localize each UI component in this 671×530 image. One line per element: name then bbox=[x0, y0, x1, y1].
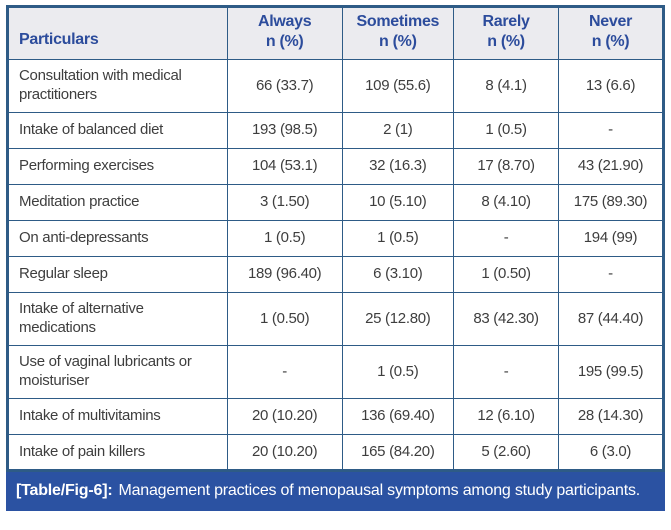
cell-rarely: 5 (2.60) bbox=[453, 434, 560, 471]
row-label: On anti-depressants bbox=[7, 220, 228, 257]
cell-never: 175 (89.30) bbox=[558, 184, 664, 221]
row-label: Use of vaginal lubricants or moisturiser bbox=[7, 345, 228, 399]
caption-text: Management practices of menopausal sympt… bbox=[118, 482, 641, 499]
row-label: Intake of multivitamins bbox=[7, 398, 228, 435]
management-practices-table: Particulars Always n (%) Sometimes n (%)… bbox=[6, 5, 665, 472]
cell-sometimes: 1 (0.5) bbox=[341, 345, 455, 399]
cell-never: 87 (44.40) bbox=[558, 292, 664, 346]
cell-always: 20 (10.20) bbox=[226, 398, 343, 435]
column-header-sometimes: Sometimes n (%) bbox=[341, 6, 455, 60]
column-header-label: Sometimes bbox=[356, 13, 440, 30]
cell-sometimes: 165 (84.20) bbox=[341, 434, 455, 471]
cell-always: 104 (53.1) bbox=[226, 148, 343, 185]
cell-never: 194 (99) bbox=[558, 220, 664, 257]
cell-rarely: 83 (42.30) bbox=[453, 292, 560, 346]
figure-caption: [Table/Fig-6]: Management practices of me… bbox=[6, 472, 665, 511]
cell-sometimes: 10 (5.10) bbox=[341, 184, 455, 221]
column-header-sublabel: n (%) bbox=[487, 33, 525, 50]
table-row: Intake of alternative medications 1 (0.5… bbox=[7, 292, 664, 346]
cell-sometimes: 32 (16.3) bbox=[341, 148, 455, 185]
cell-never: - bbox=[558, 112, 664, 149]
cell-never: 13 (6.6) bbox=[558, 59, 664, 113]
column-header-label: Particulars bbox=[19, 31, 99, 48]
column-header-always: Always n (%) bbox=[226, 6, 343, 60]
cell-never: 43 (21.90) bbox=[558, 148, 664, 185]
cell-rarely: 17 (8.70) bbox=[453, 148, 560, 185]
row-label: Intake of alternative medications bbox=[7, 292, 228, 346]
table-row: Consultation with medical practitioners … bbox=[7, 59, 664, 113]
cell-sometimes: 2 (1) bbox=[341, 112, 455, 149]
column-header-never: Never n (%) bbox=[558, 6, 664, 60]
cell-sometimes: 25 (12.80) bbox=[341, 292, 455, 346]
caption-tag: [Table/Fig-6]: bbox=[16, 482, 113, 499]
column-header-sublabel: n (%) bbox=[379, 33, 417, 50]
cell-never: - bbox=[558, 256, 664, 293]
table-row: Regular sleep 189 (96.40) 6 (3.10) 1 (0.… bbox=[7, 256, 664, 293]
table-row: Use of vaginal lubricants or moisturiser… bbox=[7, 345, 664, 399]
column-header-label: Rarely bbox=[482, 13, 530, 30]
row-label: Regular sleep bbox=[7, 256, 228, 293]
cell-always: 20 (10.20) bbox=[226, 434, 343, 471]
table-figure: Particulars Always n (%) Sometimes n (%)… bbox=[6, 5, 665, 511]
cell-always: 193 (98.5) bbox=[226, 112, 343, 149]
table-row: Intake of pain killers 20 (10.20) 165 (8… bbox=[7, 434, 664, 471]
cell-sometimes: 109 (55.6) bbox=[341, 59, 455, 113]
cell-always: 1 (0.5) bbox=[226, 220, 343, 257]
cell-rarely: - bbox=[453, 220, 560, 257]
cell-always: 189 (96.40) bbox=[226, 256, 343, 293]
table-row: Performing exercises 104 (53.1) 32 (16.3… bbox=[7, 148, 664, 185]
cell-never: 6 (3.0) bbox=[558, 434, 664, 471]
column-header-rarely: Rarely n (%) bbox=[453, 6, 560, 60]
row-label: Intake of balanced diet bbox=[7, 112, 228, 149]
column-header-label: Always bbox=[257, 13, 312, 30]
column-header-sublabel: n (%) bbox=[591, 33, 630, 50]
row-label: Consultation with medical practitioners bbox=[7, 59, 228, 113]
cell-always: 1 (0.50) bbox=[226, 292, 343, 346]
cell-sometimes: 6 (3.10) bbox=[341, 256, 455, 293]
column-header-particulars: Particulars bbox=[7, 6, 228, 60]
table-row: On anti-depressants 1 (0.5) 1 (0.5) - 19… bbox=[7, 220, 664, 257]
cell-rarely: 12 (6.10) bbox=[453, 398, 560, 435]
column-header-sublabel: n (%) bbox=[265, 33, 304, 50]
cell-always: 66 (33.7) bbox=[226, 59, 343, 113]
cell-rarely: - bbox=[453, 345, 560, 399]
cell-rarely: 1 (0.50) bbox=[453, 256, 560, 293]
cell-always: 3 (1.50) bbox=[226, 184, 343, 221]
row-label: Meditation practice bbox=[7, 184, 228, 221]
table-row: Meditation practice 3 (1.50) 10 (5.10) 8… bbox=[7, 184, 664, 221]
cell-sometimes: 1 (0.5) bbox=[341, 220, 455, 257]
cell-never: 28 (14.30) bbox=[558, 398, 664, 435]
table-row: Intake of multivitamins 20 (10.20) 136 (… bbox=[7, 398, 664, 435]
column-header-label: Never bbox=[589, 13, 632, 30]
row-label: Performing exercises bbox=[7, 148, 228, 185]
cell-rarely: 1 (0.5) bbox=[453, 112, 560, 149]
cell-rarely: 8 (4.10) bbox=[453, 184, 560, 221]
cell-rarely: 8 (4.1) bbox=[453, 59, 560, 113]
cell-sometimes: 136 (69.40) bbox=[341, 398, 455, 435]
table-row: Intake of balanced diet 193 (98.5) 2 (1)… bbox=[7, 112, 664, 149]
cell-never: 195 (99.5) bbox=[558, 345, 664, 399]
cell-always: - bbox=[226, 345, 343, 399]
row-label: Intake of pain killers bbox=[7, 434, 228, 471]
table-header-row: Particulars Always n (%) Sometimes n (%)… bbox=[7, 6, 664, 60]
